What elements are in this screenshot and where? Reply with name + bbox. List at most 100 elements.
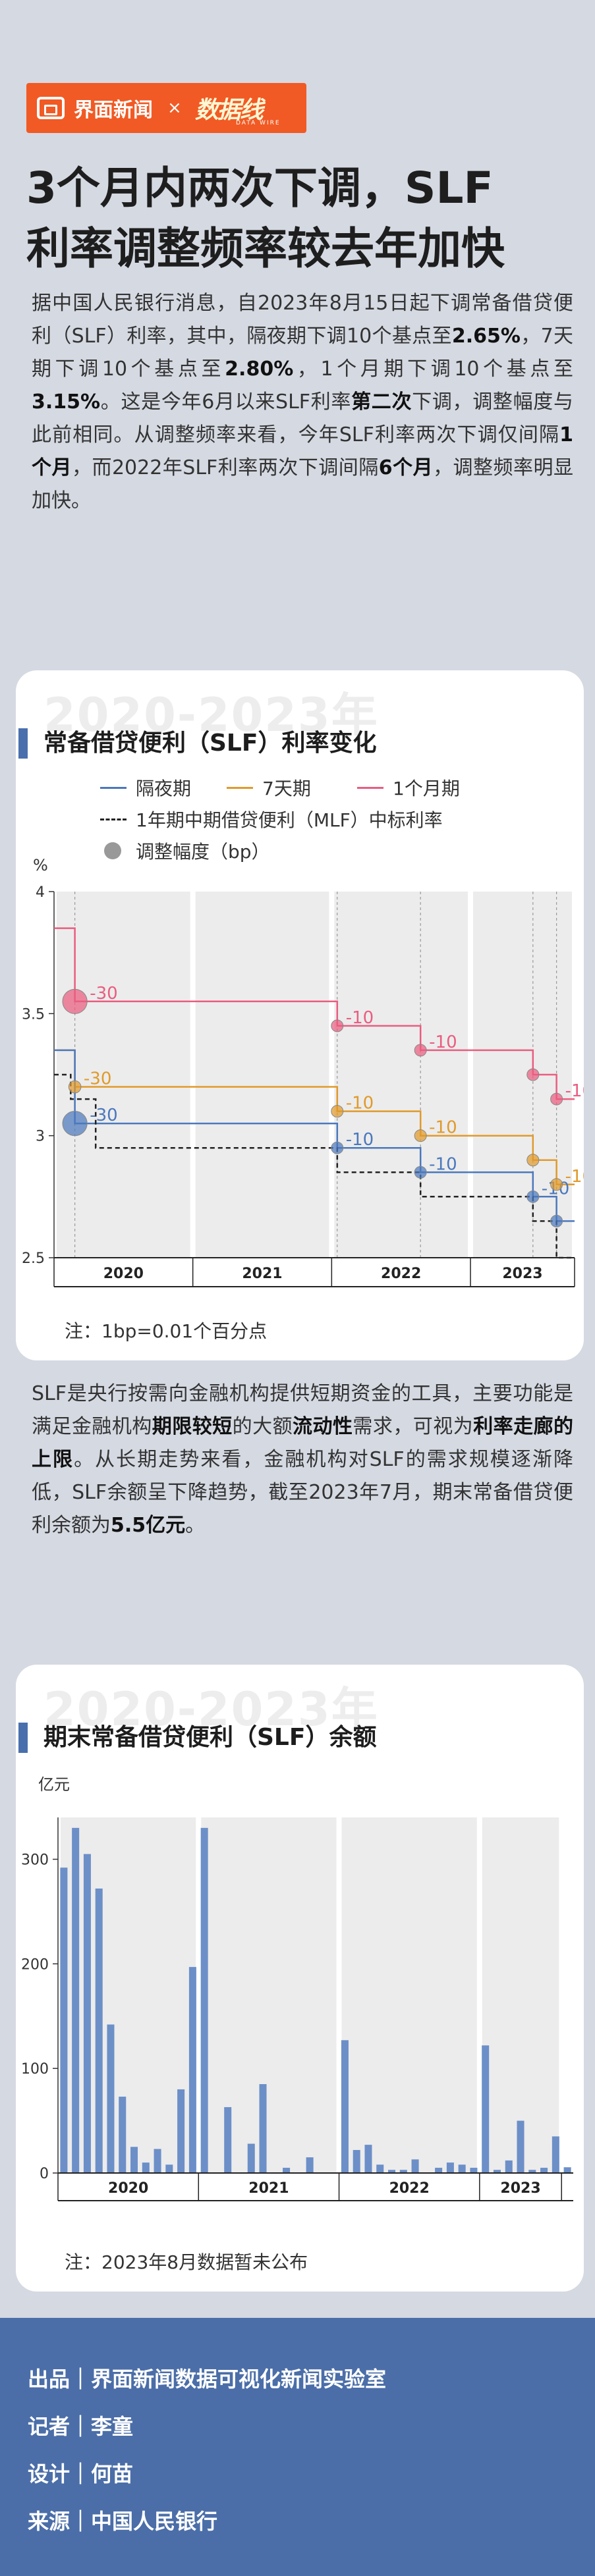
adjustment-bubble bbox=[550, 1092, 563, 1106]
balance-bar bbox=[95, 1889, 103, 2173]
balance-bar bbox=[247, 2143, 255, 2173]
adjustment-bubble bbox=[62, 988, 88, 1014]
analysis-highlight: 流动性 bbox=[293, 1415, 353, 1438]
legend-swatch bbox=[357, 786, 383, 789]
balance-bar bbox=[552, 2136, 559, 2173]
legend-label: 调整幅度（bp） bbox=[136, 841, 270, 863]
adjustment-label: -10 bbox=[346, 1094, 374, 1114]
adjustment-bubble bbox=[526, 1190, 540, 1203]
adjustment-bubble bbox=[331, 1019, 344, 1033]
analysis-highlight: 期限较短 bbox=[152, 1415, 233, 1438]
intro-highlight: 6个月 bbox=[378, 456, 434, 479]
balance-bar bbox=[458, 2164, 466, 2173]
adjustment-bubble bbox=[550, 1214, 563, 1227]
balance-bar bbox=[399, 2170, 407, 2173]
balance-bar bbox=[119, 2097, 127, 2173]
intro-highlight: 1个月 bbox=[32, 423, 573, 479]
analysis-text: 。从长期走势来看，金融机构对SLF的需求规模逐渐降低，SLF余额呈下降趋势，截至… bbox=[32, 1448, 574, 1537]
adjustment-bubble bbox=[550, 1178, 563, 1191]
intro-highlight: 第二次 bbox=[351, 390, 412, 414]
title-line-2: 利率调整频率较去年加快 bbox=[26, 223, 505, 274]
analysis-highlight: 利率走廊的上限 bbox=[32, 1415, 574, 1471]
adjustment-label: -10 bbox=[429, 1118, 457, 1138]
intro-paragraph: 据中国人民银行消息，自2023年8月15日起下调常备借贷便利（SLF）利率，其中… bbox=[32, 287, 573, 518]
analysis-text: 的大额 bbox=[232, 1415, 293, 1438]
card-watermark: 2020-2023年 bbox=[43, 1682, 379, 1736]
x-year-label: 2020 bbox=[103, 1266, 144, 1282]
y-tick-label: 300 bbox=[21, 1852, 49, 1869]
balance-bar bbox=[107, 2024, 115, 2173]
x-year-label: 2022 bbox=[381, 1266, 421, 1282]
adjustment-bubble bbox=[331, 1141, 344, 1154]
balance-bar bbox=[177, 2089, 185, 2173]
adjustment-label: -10 bbox=[346, 1008, 374, 1028]
adjustment-label: -10 bbox=[565, 1167, 584, 1187]
year-band bbox=[482, 1817, 559, 2173]
credit-source: 来源｜中国人民银行 bbox=[28, 2509, 218, 2534]
balance-bar bbox=[259, 2084, 267, 2173]
legend-swatch bbox=[227, 786, 253, 789]
y-tick-label: 200 bbox=[21, 1956, 49, 1973]
y-tick-label: 3.5 bbox=[22, 1006, 45, 1023]
adjustment-bubble bbox=[68, 1080, 82, 1094]
adjustment-bubble bbox=[526, 1154, 540, 1167]
balance-bar bbox=[446, 2162, 454, 2173]
legend-1month: 1个月期 bbox=[357, 774, 460, 801]
chart-note: 注：2023年8月数据暂未公布 bbox=[65, 2251, 308, 2273]
balance-bar bbox=[540, 2168, 548, 2173]
legend-7day: 7天期 bbox=[227, 774, 311, 801]
intro-text: 。这是今年6月以来SLF利率 bbox=[100, 390, 352, 414]
analysis-highlight: 5.5亿元 bbox=[111, 1514, 186, 1537]
year-band bbox=[57, 892, 190, 1258]
legend-overnight: 隔夜期 bbox=[100, 774, 191, 801]
x-year-label: 2021 bbox=[248, 2180, 289, 2197]
credit-designer: 设计｜何苗 bbox=[28, 2461, 134, 2486]
brand-cross: × bbox=[167, 98, 182, 118]
balance-bar bbox=[435, 2168, 443, 2173]
card-watermark: 2020-2023年 bbox=[43, 688, 379, 742]
x-year-label: 2022 bbox=[389, 2180, 430, 2197]
balance-bar bbox=[376, 2164, 384, 2173]
balance-bar bbox=[505, 2160, 513, 2173]
y-tick-label: 0 bbox=[40, 2166, 49, 2182]
intro-text: 下调，调整幅度与此前相同。从调整频率来看，今年SLF利率两次下调仅间隔 bbox=[32, 390, 573, 446]
brand-logo-icon bbox=[37, 97, 65, 119]
adjustment-bubble bbox=[62, 1111, 88, 1137]
balance-bar bbox=[72, 1827, 80, 2173]
balance-bar bbox=[154, 2149, 161, 2173]
adjustment-label: -30 bbox=[90, 1106, 117, 1125]
x-year-label: 2023 bbox=[500, 2180, 540, 2197]
analysis-text: 需求，可视为 bbox=[353, 1415, 474, 1438]
chart-title: 期末常备借贷便利（SLF）余额 bbox=[18, 1723, 376, 1753]
balance-bar bbox=[188, 1967, 196, 2173]
partner-logo-sub: DATA WIRE bbox=[236, 120, 281, 126]
brand-name: 界面新闻 bbox=[74, 99, 153, 122]
legend-swatch bbox=[100, 818, 127, 820]
balance-bar bbox=[130, 2147, 138, 2173]
adjustment-bubble bbox=[331, 1105, 344, 1118]
balance-bar bbox=[224, 2106, 232, 2173]
x-year-label: 2023 bbox=[502, 1266, 542, 1282]
credit-producer: 出品｜界面新闻数据可视化新闻实验室 bbox=[28, 2367, 387, 2392]
balance-bar bbox=[388, 2170, 396, 2173]
balance-chart: 0 100 200 300 2020 2021 2022 2023 bbox=[21, 1817, 573, 2201]
balance-bar bbox=[142, 2162, 150, 2173]
balance-bar bbox=[411, 2159, 419, 2173]
adjustment-bubble bbox=[414, 1166, 427, 1179]
chart-note: 注：1bp=0.01个百分点 bbox=[65, 1320, 268, 1342]
year-band bbox=[201, 1817, 337, 2173]
balance-bar bbox=[283, 2168, 291, 2173]
analysis-text: 。 bbox=[185, 1514, 206, 1537]
balance-bar bbox=[563, 2167, 571, 2173]
adjustment-label: -10 bbox=[429, 1033, 457, 1052]
rate-chart: 2.5 3 3.5 4 -30 -30 -30 -10 -10 -10 -10 -10 -10 -10 -1… bbox=[22, 884, 584, 1287]
balance-bar bbox=[83, 1854, 91, 2173]
year-band bbox=[334, 892, 468, 1258]
intro-highlight: 2.80% bbox=[225, 358, 294, 381]
legend-mlf: 1年期中期借贷便利（MLF）中标利率 bbox=[100, 806, 443, 832]
balance-bar bbox=[493, 2170, 501, 2173]
year-band bbox=[195, 892, 329, 1258]
credits-footer: 出品｜界面新闻数据可视化新闻实验室 记者｜李童 设计｜何苗 来源｜中国人民银行 bbox=[0, 2318, 595, 2576]
legend-swatch bbox=[100, 786, 127, 789]
chart-title: 常备借贷便利（SLF）利率变化 bbox=[18, 728, 376, 759]
